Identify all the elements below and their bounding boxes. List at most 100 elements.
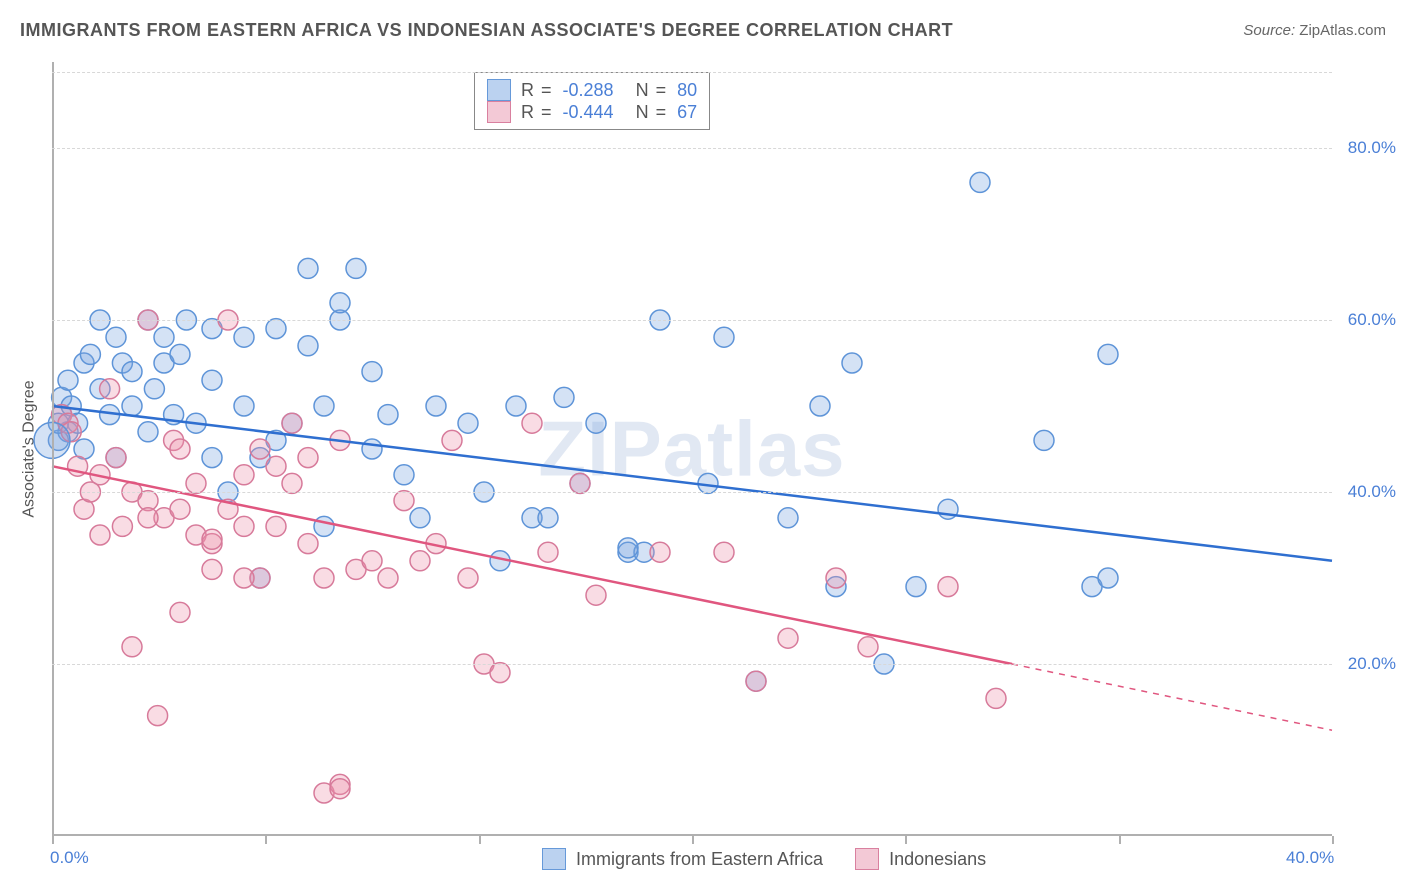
scatter-point [1098, 568, 1118, 588]
scatter-point [618, 538, 638, 558]
scatter-point [1098, 344, 1118, 364]
scatter-point [362, 439, 382, 459]
scatter-point [490, 663, 510, 683]
legend-bottom-swatch-0 [542, 848, 566, 870]
scatter-point [90, 525, 110, 545]
scatter-point [202, 529, 222, 549]
x-tick-label-end: 40.0% [1286, 848, 1334, 868]
x-tick [692, 836, 694, 844]
scatter-point [170, 439, 190, 459]
x-tick [52, 836, 54, 844]
scatter-point [138, 508, 158, 528]
scatter-point [170, 344, 190, 364]
scatter-point [586, 413, 606, 433]
scatter-point [122, 362, 142, 382]
x-tick [265, 836, 267, 844]
scatter-point [202, 370, 222, 390]
legend-bottom-label-0: Immigrants from Eastern Africa [576, 849, 823, 870]
legend-bottom-item-1: Indonesians [855, 848, 986, 870]
gridline [52, 492, 1332, 493]
scatter-point [250, 439, 270, 459]
scatter-point [826, 568, 846, 588]
scatter-point [58, 370, 78, 390]
x-tick-label-start: 0.0% [50, 848, 89, 868]
scatter-point [202, 559, 222, 579]
scatter-point [234, 396, 254, 416]
legend-n-value-1: 67 [677, 102, 697, 123]
scatter-point [144, 379, 164, 399]
scatter-point [986, 688, 1006, 708]
scatter-point [154, 327, 174, 347]
scatter-point [314, 396, 334, 416]
chart-container: IMMIGRANTS FROM EASTERN AFRICA VS INDONE… [0, 0, 1406, 892]
scatter-point [298, 336, 318, 356]
x-tick [1332, 836, 1334, 844]
scatter-point [234, 327, 254, 347]
scatter-point [314, 568, 334, 588]
legend-swatch-series-0 [487, 79, 511, 101]
gridline [52, 148, 1332, 149]
scatter-point [80, 344, 100, 364]
scatter-point [330, 779, 350, 799]
source-attribution: Source: ZipAtlas.com [1243, 22, 1386, 39]
trend-line-extrapolated [1012, 664, 1332, 730]
y-tick-label: 40.0% [1348, 482, 1396, 502]
scatter-point [522, 413, 542, 433]
scatter-point [100, 379, 120, 399]
scatter-point [282, 413, 302, 433]
scatter-point [378, 405, 398, 425]
legend-top-row-2: R = -0.444 N = 67 [487, 101, 697, 123]
scatter-point [266, 456, 286, 476]
scatter-point [362, 551, 382, 571]
scatter-point [298, 448, 318, 468]
scatter-point [906, 577, 926, 597]
scatter-point [106, 327, 126, 347]
scatter-point [458, 413, 478, 433]
scatter-point [538, 542, 558, 562]
scatter-point [458, 568, 478, 588]
x-tick [1119, 836, 1121, 844]
legend-swatch-series-1 [487, 101, 511, 123]
scatter-point [330, 293, 350, 313]
legend-top-row-1: R = -0.288 N = 80 [487, 79, 697, 101]
legend-top-box: R = -0.288 N = 80 R = -0.444 N = 67 [474, 72, 710, 130]
scatter-point [746, 671, 766, 691]
gridline [52, 664, 1332, 665]
scatter-point [138, 422, 158, 442]
scatter-point [1034, 430, 1054, 450]
scatter-point [650, 542, 670, 562]
legend-r-value-0: -0.288 [563, 80, 614, 101]
x-tick [905, 836, 907, 844]
scatter-point [970, 172, 990, 192]
y-tick-label: 80.0% [1348, 138, 1396, 158]
legend-bottom-swatch-1 [855, 848, 879, 870]
scatter-point [314, 516, 334, 536]
scatter-point [938, 577, 958, 597]
scatter-point [148, 706, 168, 726]
scatter-point [426, 396, 446, 416]
scatter-point [362, 362, 382, 382]
scatter-point [778, 628, 798, 648]
scatter-point [410, 551, 430, 571]
legend-bottom-label-1: Indonesians [889, 849, 986, 870]
scatter-point [442, 430, 462, 450]
legend-n-label-0: N = [624, 80, 668, 101]
scatter-point [346, 258, 366, 278]
scatter-point [170, 602, 190, 622]
scatter-point [506, 396, 526, 416]
y-axis-line [52, 62, 54, 836]
source-label: Source: [1243, 22, 1295, 39]
trend-line [52, 466, 1012, 664]
plot-area: ZIPatlas R = -0.288 N = 80 R = -0.444 N … [52, 62, 1332, 836]
chart-title: IMMIGRANTS FROM EASTERN AFRICA VS INDONE… [20, 20, 953, 41]
scatter-point [570, 473, 590, 493]
scatter-point [266, 516, 286, 536]
scatter-point [298, 258, 318, 278]
scatter-point [234, 516, 254, 536]
scatter-point [714, 327, 734, 347]
scatter-point [842, 353, 862, 373]
scatter-point [778, 508, 798, 528]
legend-r-label-0: R = [521, 80, 553, 101]
scatter-point [538, 508, 558, 528]
scatter-point [234, 465, 254, 485]
